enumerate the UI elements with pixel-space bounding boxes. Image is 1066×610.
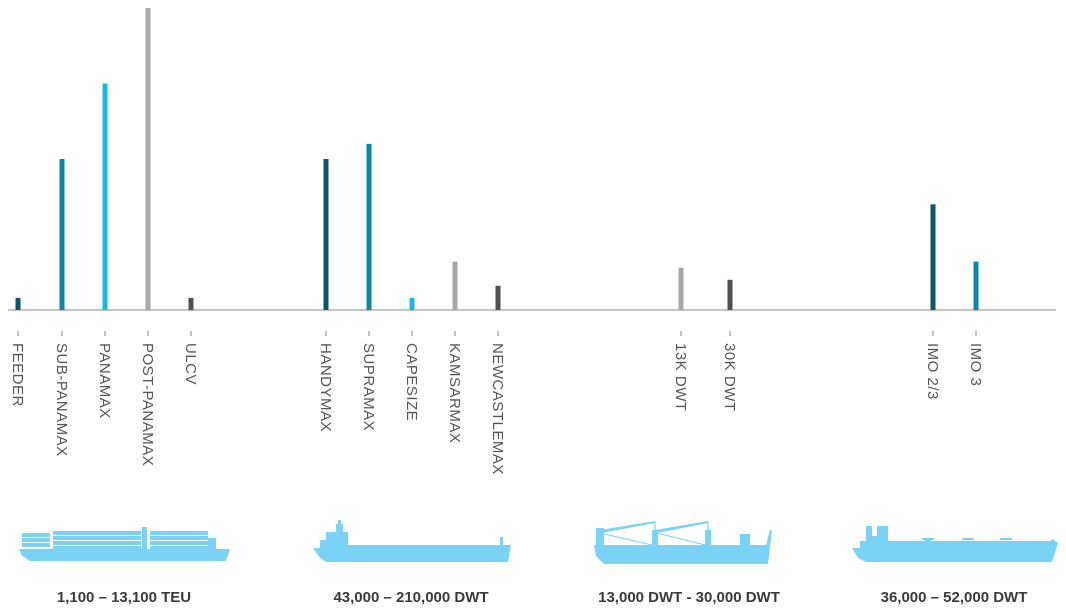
bar-handymax [323, 159, 329, 310]
category-label-ulcv: ULCV [182, 343, 199, 385]
category-label-newcastlemax: NEWCASTLEMAX [489, 343, 506, 475]
bars [15, 8, 979, 310]
bar-capesize [409, 297, 415, 310]
heavy-lift-ship-icon [594, 521, 772, 564]
category-label-handymax: HANDYMAX [317, 343, 334, 432]
bar-imo-2-3 [930, 204, 936, 310]
tanker-group-caption: 36,000 – 52,000 DWT [881, 589, 1028, 606]
category-label-13k-dwt: 13K DWT [672, 343, 689, 412]
container-ship-icon [19, 527, 230, 561]
category-labels: FEEDER SUB-PANAMAX PANAMAX POST-PANAMAX ULCV… [9, 343, 984, 475]
category-label-30k-dwt: 30K DWT [721, 343, 738, 412]
category-label-post-panamax: POST-PANAMAX [139, 343, 156, 466]
bar-post-panamax [145, 8, 151, 310]
bulk-group-caption: 43,000 – 210,000 DWT [333, 589, 488, 606]
bar-feeder [15, 297, 21, 310]
category-label-panamax: PANAMAX [96, 343, 113, 419]
container-group-caption: 1,100 – 13,100 TEU [57, 589, 191, 606]
bar-newcastlemax [495, 285, 501, 310]
bar-supramax [366, 143, 372, 310]
bar-kamsarmax [452, 261, 458, 310]
category-label-kamsarmax: KAMSARMAX [446, 343, 463, 443]
tanker-ship-icon [852, 526, 1058, 562]
bar-sub-panamax [59, 159, 65, 310]
category-label-capesize: CAPESIZE [403, 343, 420, 421]
tick-marks [17, 331, 977, 336]
bulk-carrier-icon [313, 520, 511, 562]
category-label-imo-3: IMO 3 [967, 343, 984, 386]
bar-imo-3 [973, 261, 979, 310]
bar-30k-dwt [727, 279, 733, 310]
category-label-imo-2-3: IMO 2/3 [924, 343, 941, 400]
bar-13k-dwt [678, 267, 684, 310]
bar-panamax [102, 83, 108, 310]
bar-ulcv [188, 297, 194, 310]
heavy-lift-group-caption: 13,000 DWT - 30,000 DWT [598, 589, 780, 606]
category-label-supramax: SUPRAMAX [360, 343, 377, 431]
category-label-sub-panamax: SUB-PANAMAX [53, 343, 70, 457]
category-label-feeder: FEEDER [9, 343, 26, 407]
